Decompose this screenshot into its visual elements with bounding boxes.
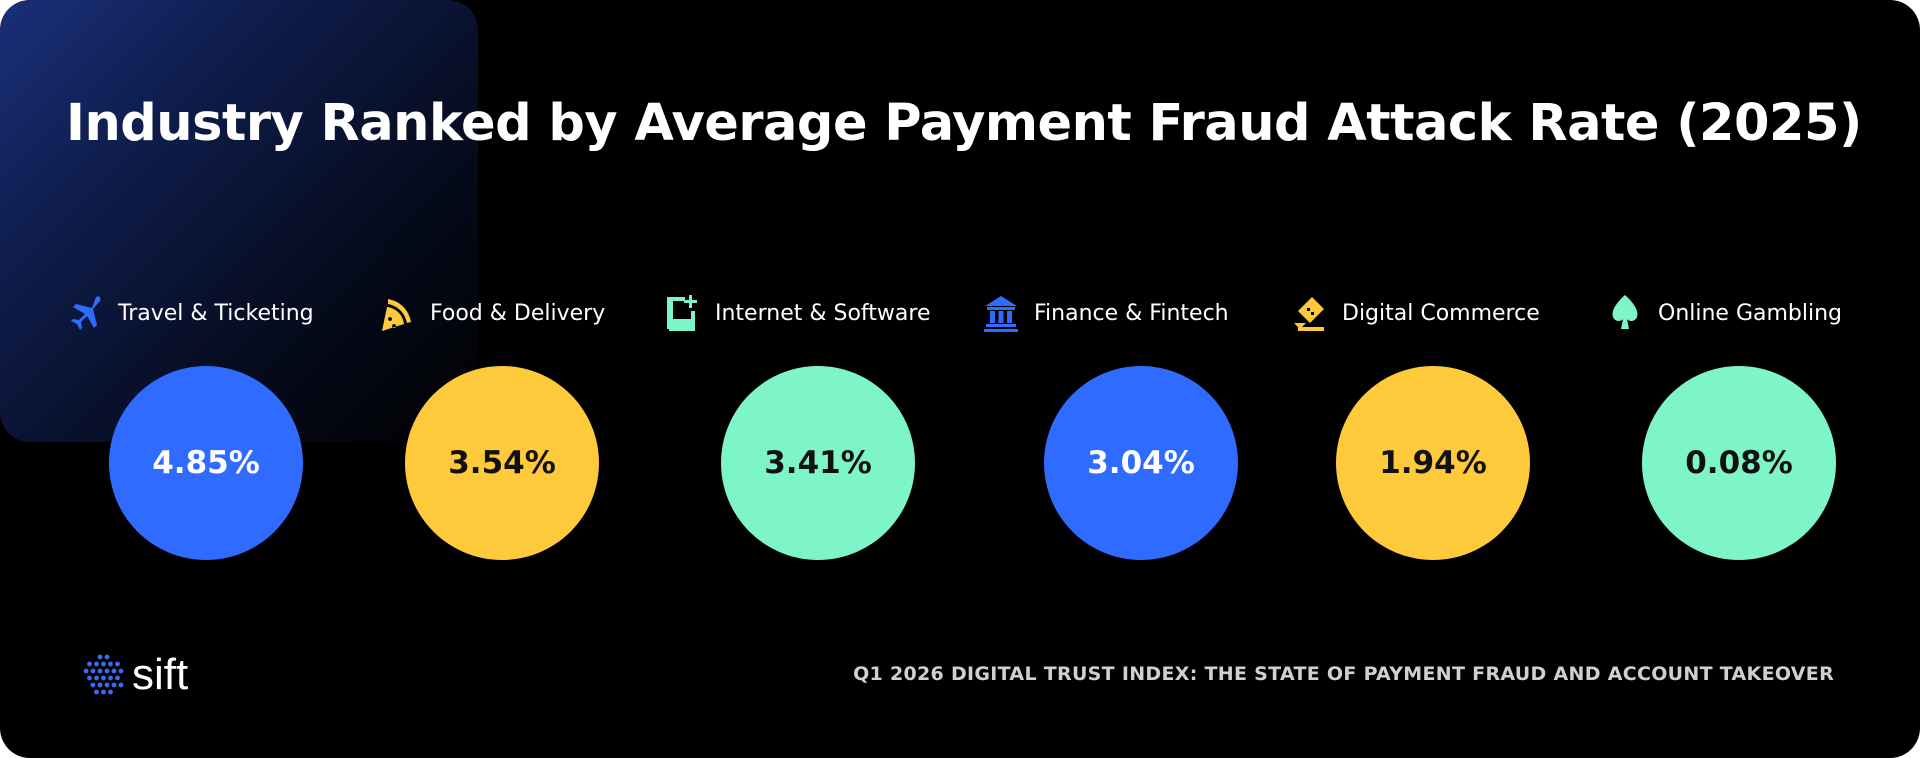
bank-icon bbox=[984, 296, 1018, 332]
ticket-icon bbox=[1294, 297, 1324, 331]
value-label: 1.94% bbox=[1379, 445, 1487, 481]
category-label: Internet & Software bbox=[663, 293, 930, 333]
value-bubble: 4.85% bbox=[109, 366, 303, 560]
value-bubble: 3.54% bbox=[405, 366, 599, 560]
source-text: Q1 2026 DIGITAL TRUST INDEX: THE STATE O… bbox=[853, 663, 1834, 685]
spade-icon bbox=[1612, 295, 1638, 329]
category-label: Food & Delivery bbox=[378, 293, 605, 333]
value-bubble: 3.41% bbox=[721, 366, 915, 560]
value-bubble: 0.08% bbox=[1642, 366, 1836, 560]
airplane-icon bbox=[71, 296, 101, 330]
category-label: Finance & Fintech bbox=[982, 293, 1229, 333]
value-label: 3.54% bbox=[448, 445, 556, 481]
sift-logo: sift bbox=[82, 650, 188, 700]
category-name: Online Gambling bbox=[1658, 300, 1843, 326]
pizza-icon bbox=[382, 299, 411, 331]
value-bubble: 1.94% bbox=[1336, 366, 1530, 560]
value-label: 4.85% bbox=[152, 445, 260, 481]
category-label: Online Gambling bbox=[1606, 293, 1842, 333]
background-glow bbox=[0, 0, 478, 442]
category-label: Travel & Ticketing bbox=[66, 293, 314, 333]
logo-text: sift bbox=[132, 650, 189, 699]
category-name: Food & Delivery bbox=[430, 300, 606, 326]
value-label: 0.08% bbox=[1685, 445, 1793, 481]
category-name: Finance & Fintech bbox=[1034, 300, 1229, 326]
chart-title: Industry Ranked by Average Payment Fraud… bbox=[66, 94, 1862, 153]
category-name: Digital Commerce bbox=[1342, 300, 1540, 326]
category-label: Digital Commerce bbox=[1290, 293, 1540, 333]
value-label: 3.04% bbox=[1087, 445, 1195, 481]
category-name: Travel & Ticketing bbox=[118, 300, 314, 326]
sift-dots-icon bbox=[83, 654, 124, 695]
category-name: Internet & Software bbox=[715, 300, 931, 326]
value-bubble: 3.04% bbox=[1044, 366, 1238, 560]
value-label: 3.41% bbox=[764, 445, 872, 481]
flask-icon bbox=[667, 295, 697, 331]
